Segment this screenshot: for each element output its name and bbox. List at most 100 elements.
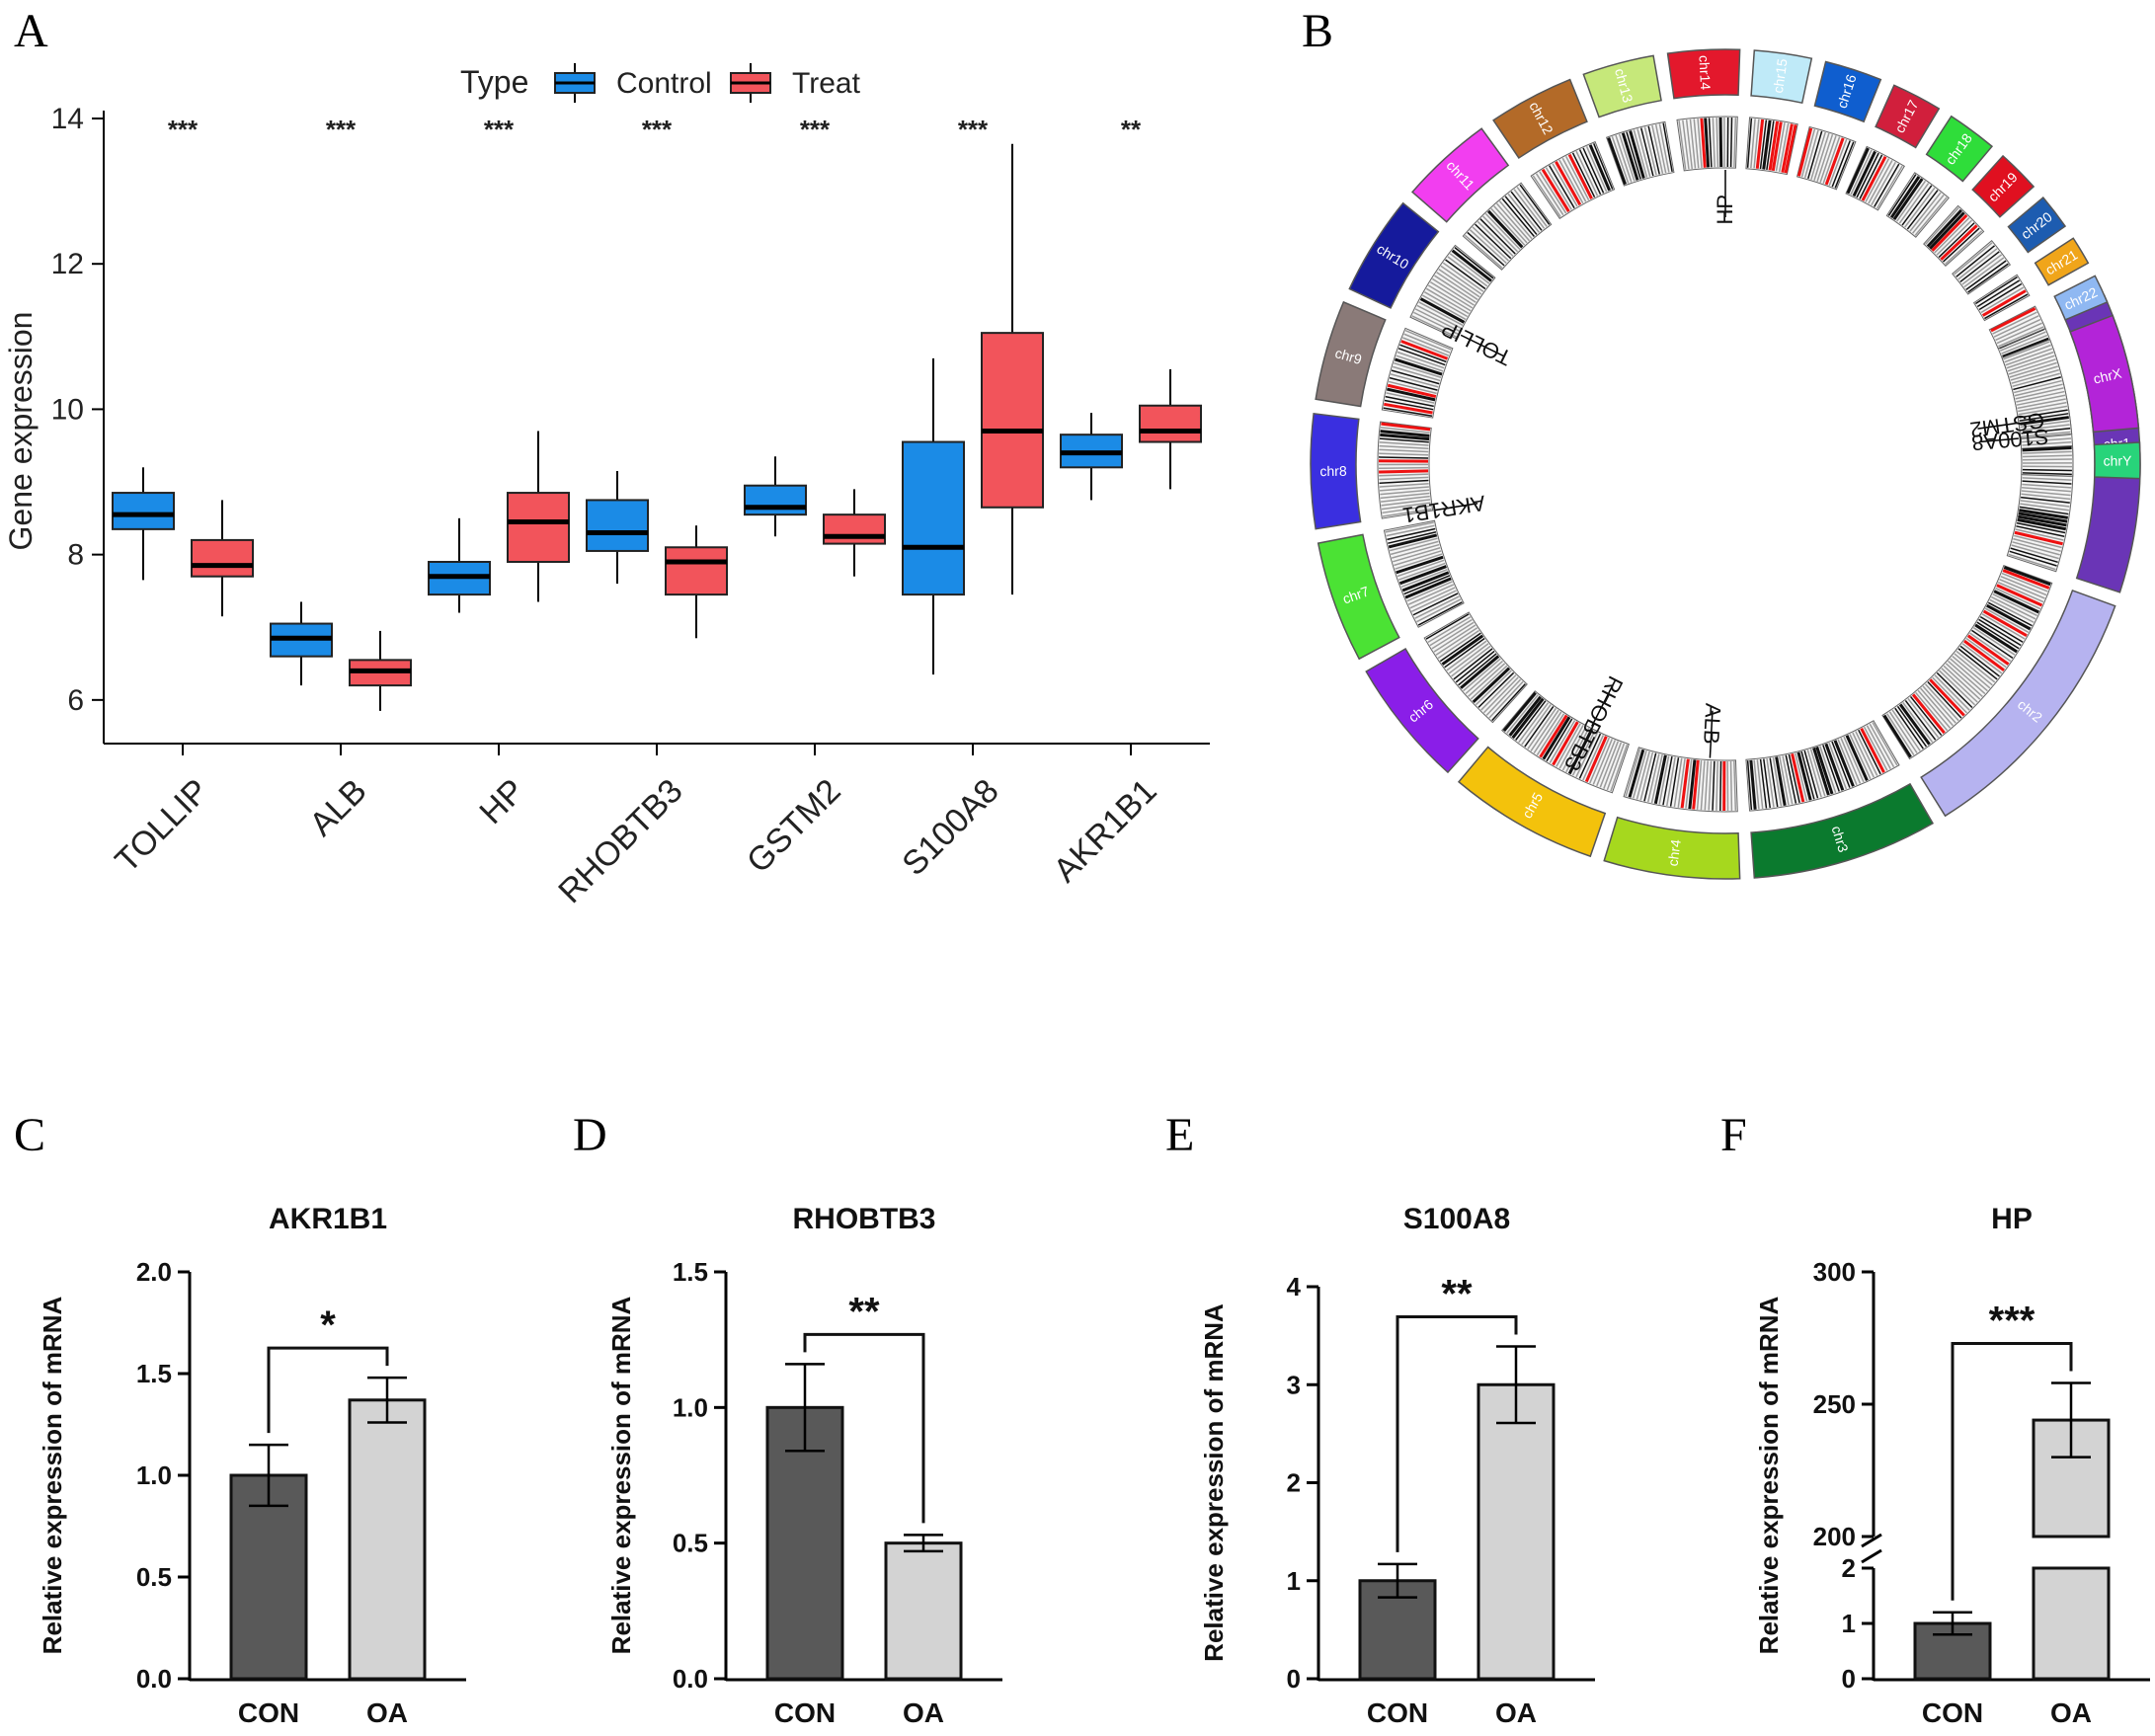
bar-oa (884, 1541, 963, 1681)
y-tick-label: 1.0 (136, 1460, 172, 1490)
ideogram-band (1685, 758, 1693, 809)
significance-label: *** (958, 115, 989, 144)
ideogram-band (1435, 627, 1478, 656)
x-tick-label: HP (472, 772, 531, 831)
chromosome-label: chr15 (1770, 57, 1791, 94)
ideogram-band (1475, 670, 1512, 706)
ideogram-band (1434, 275, 1477, 303)
y-tick-label: 200 (1813, 1522, 1856, 1551)
ideogram-band (1824, 137, 1845, 186)
ideogram-band (1524, 706, 1555, 748)
y-tick-label: 2 (1842, 1553, 1856, 1583)
ideogram-band (2019, 413, 2069, 422)
ideogram-band (2016, 525, 2065, 537)
ideogram-band (1766, 757, 1775, 808)
ideogram-band (1936, 671, 1973, 709)
ideogram-band (1409, 587, 1456, 609)
ideogram-band (1843, 736, 1865, 783)
ideogram-band (1755, 118, 1765, 169)
y-tick-label: 1.5 (136, 1359, 172, 1388)
ideogram-band (1388, 533, 1438, 549)
ideogram-band (1468, 663, 1506, 697)
ideogram-band (1939, 670, 1976, 706)
ideogram-band (2006, 351, 2054, 369)
ideogram-band (1397, 351, 1445, 369)
ideogram-band (1891, 709, 1921, 751)
ideogram-band (1437, 629, 1479, 660)
ideogram-band (1680, 758, 1690, 809)
ideogram-band (1869, 723, 1895, 768)
y-tick-label: 0.5 (136, 1562, 172, 1592)
ideogram-band (1980, 286, 2025, 314)
ideogram-band (1633, 129, 1648, 178)
bar-con (229, 1473, 308, 1681)
ideogram-band (1700, 118, 1707, 168)
ideogram-band (1807, 130, 1823, 180)
ideogram-band (1662, 122, 1673, 172)
ideogram-band (1521, 704, 1552, 746)
ideogram-band (1771, 121, 1783, 172)
ideogram-band (1753, 118, 1760, 169)
ideogram-band (2019, 409, 2068, 419)
ideogram-band (1425, 613, 1470, 640)
ideogram-band (1963, 257, 2005, 288)
ideogram-band (1719, 760, 1722, 811)
ideogram-band (1942, 227, 1980, 263)
gene-connector (1460, 334, 1504, 357)
ideogram-band (2020, 500, 2070, 508)
ideogram-band (1889, 176, 1921, 219)
chromosome-segment-chr16 (1813, 60, 1882, 123)
x-tick-label: TOLLIP (108, 772, 215, 880)
ideogram-band (2004, 344, 2051, 363)
ideogram-band (2015, 387, 2064, 400)
ideogram-band (1718, 118, 1723, 168)
ideogram-band (1816, 133, 1834, 182)
ideogram-band (1981, 613, 2026, 640)
ideogram-band (1932, 676, 1968, 714)
ideogram-band (1380, 492, 1430, 500)
circos-chart: chr1chr2chr3chr4chr5chr6chr7chr8chr9chr1… (1310, 48, 2141, 880)
ideogram-band (1422, 294, 1467, 321)
ideogram-band (1482, 215, 1519, 253)
chromosome-label: chr9 (1333, 345, 1364, 367)
ideogram-band (1966, 634, 2010, 666)
ideogram-band (1552, 163, 1578, 207)
ideogram-band (1519, 184, 1551, 225)
ideogram-band (2020, 416, 2069, 426)
box-control (112, 492, 175, 530)
ideogram-band (2013, 537, 2061, 552)
ideogram-band (1556, 723, 1581, 767)
ideogram-band (2010, 547, 2058, 564)
bar-chart-hp: HP Relative expression of mRNA CON OA 0 1 2200… (1754, 1203, 2150, 1728)
ideogram-band (1493, 205, 1528, 244)
ideogram-band (1941, 668, 1978, 703)
ideogram-band (1852, 150, 1876, 197)
ideogram-band (1406, 581, 1453, 602)
ideogram-band (1971, 629, 2014, 659)
ideogram-band (1819, 746, 1837, 794)
ideogram-band (1552, 721, 1579, 766)
ideogram-band (1398, 565, 1447, 586)
ideogram-band (2020, 503, 2069, 512)
significance-label: *** (1989, 1300, 2035, 1343)
ideogram-band (1467, 231, 1505, 267)
bar-chart-rhobtb3: RHOBTB3 Relative expression of mRNA CON OA 0… (606, 1203, 1002, 1728)
ideogram-band (1828, 138, 1848, 187)
ideogram-band (1945, 230, 1983, 265)
ideogram-band (1708, 118, 1713, 168)
ideogram-band (1666, 756, 1676, 807)
ideogram-band (1379, 448, 1429, 453)
ideogram-band (1995, 587, 2041, 610)
ideogram-band (1861, 155, 1887, 201)
ideogram-band (2011, 544, 2059, 560)
ideogram-band (1546, 718, 1573, 762)
ideogram-band (1643, 752, 1657, 802)
ideogram-band (1575, 732, 1599, 778)
x-tick-label: OA (903, 1697, 944, 1728)
significance-label: *** (800, 115, 831, 144)
ideogram-band (1431, 277, 1476, 306)
chromosome-segment-chrX (2069, 314, 2140, 434)
ideogram-band (2022, 468, 2072, 472)
ideogram-band (1782, 755, 1794, 805)
ideogram-band (1472, 226, 1509, 262)
